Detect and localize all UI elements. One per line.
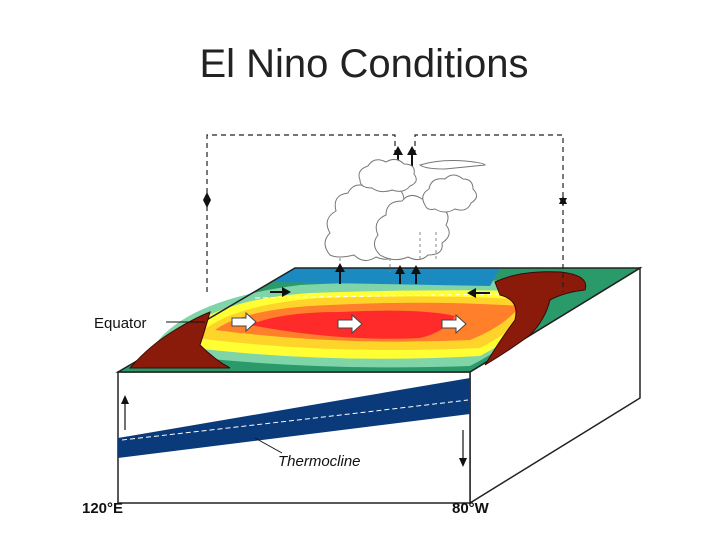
thermocline-label: Thermocline [278,453,361,470]
upwelling-arrow-west-head [121,395,129,404]
convection-clouds [324,158,486,261]
trade-wind-arrow-east-head [467,288,476,298]
surface-outline [115,267,643,373]
slide-title: El Nino Conditions [199,42,529,86]
descend-head-east [559,198,567,206]
surface-rise-arrow-2-head [395,265,405,274]
walker-loop-right [414,134,564,292]
east-land [484,271,587,366]
rising-arrow-2-head [407,146,417,155]
warm-current-arrows [231,311,467,335]
trade-wind-arrow-west-head [282,287,291,297]
downwelling-arrow-east-head [459,458,467,467]
equator-line [254,293,501,299]
rising-arrow-1-head [393,146,403,155]
thermocline-line [121,399,469,441]
surface-far-blue [270,268,500,286]
west-longitude-label: 120°E [82,500,123,517]
east-longitude-label: 80°W [452,500,490,517]
surface-rise-arrow-1-head [335,263,345,272]
descend-head-west [203,200,211,208]
surface-rise-arrow-3-head [411,265,421,274]
walker-loop-left [206,134,396,295]
descending-arrow-west [203,192,211,200]
deep-water-layer [118,378,470,458]
thermocline-pointer [254,437,283,454]
equator-label: Equator [94,315,147,332]
west-land [128,311,231,369]
